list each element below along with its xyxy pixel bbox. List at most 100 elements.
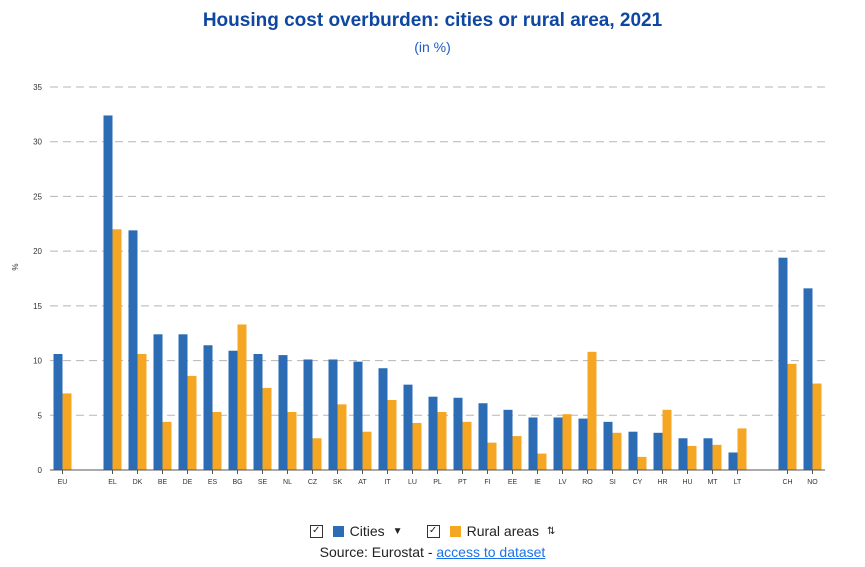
x-tick-label: HU xyxy=(682,479,692,486)
bar-cities xyxy=(778,257,788,470)
bar-cities xyxy=(378,368,388,470)
bar-cities xyxy=(528,417,538,470)
y-axis-label: % xyxy=(11,263,20,270)
bar-cities xyxy=(453,397,463,470)
bar-cities xyxy=(203,345,213,470)
x-tick-label: SK xyxy=(333,479,343,486)
y-tick-label: 30 xyxy=(33,138,42,147)
bar-rural-areas xyxy=(512,436,522,470)
bar-rural-areas xyxy=(587,351,597,470)
x-tick-label: FI xyxy=(484,479,490,486)
bar-rural-areas xyxy=(462,421,472,470)
sort-both-icon[interactable]: ⇅ xyxy=(546,525,556,537)
bar-rural-areas xyxy=(312,438,322,470)
bar-rural-areas xyxy=(637,456,647,470)
bar-rural-areas xyxy=(437,412,447,470)
legend-swatch-rural-areas xyxy=(449,525,461,537)
x-tick-label: AT xyxy=(358,479,367,486)
bar-rural-areas xyxy=(612,432,622,470)
bar-cities xyxy=(128,230,138,470)
x-tick-label: LT xyxy=(734,479,742,486)
bar-cities xyxy=(303,359,313,470)
bar-cities xyxy=(403,384,413,470)
bar-cities xyxy=(503,409,513,470)
sort-desc-icon[interactable]: ▼ xyxy=(392,525,403,537)
bar-rural-areas xyxy=(687,445,697,470)
bar-cities xyxy=(53,354,63,470)
bar-cities xyxy=(653,432,663,470)
y-tick-label: 15 xyxy=(33,302,42,311)
bar-cities xyxy=(803,288,813,470)
bar-rural-areas xyxy=(812,383,822,470)
bar-cities xyxy=(578,418,588,470)
bar-cities xyxy=(728,452,738,470)
x-tick-label: RO xyxy=(582,479,593,486)
legend: ✓ Cities ▼ ✓ Rural areas ⇅ xyxy=(0,523,865,539)
bar-cities xyxy=(253,354,263,470)
x-tick-label: DE xyxy=(183,479,193,486)
access-dataset-link[interactable]: access to dataset xyxy=(436,544,546,560)
bar-rural-areas xyxy=(137,354,147,470)
x-tick-label: HR xyxy=(657,479,667,486)
bar-cities xyxy=(628,431,638,470)
x-tick-label: CZ xyxy=(308,479,318,486)
y-tick-label: 10 xyxy=(33,357,42,366)
x-tick-label: MT xyxy=(707,479,718,486)
x-tick-label: PL xyxy=(433,479,442,486)
bar-rural-areas xyxy=(212,412,222,470)
bar-rural-areas xyxy=(287,412,297,470)
bar-rural-areas xyxy=(712,444,722,470)
x-tick-label: ES xyxy=(208,479,218,486)
x-tick-label: SI xyxy=(609,479,616,486)
bar-cities xyxy=(478,403,488,470)
legend-swatch-cities xyxy=(332,525,344,537)
checkbox-checked-icon[interactable]: ✓ xyxy=(309,524,323,538)
bar-cities xyxy=(278,355,288,470)
legend-item-rural-areas[interactable]: ✓ Rural areas ⇅ xyxy=(426,523,556,539)
bar-rural-areas xyxy=(662,409,672,470)
x-tick-label: CY xyxy=(633,479,643,486)
bar-cities xyxy=(703,438,713,470)
x-tick-label: SE xyxy=(258,479,268,486)
bar-cities xyxy=(353,361,363,470)
y-tick-label: 25 xyxy=(33,192,42,201)
x-tick-label: BG xyxy=(232,479,242,486)
bar-rural-areas xyxy=(737,428,747,470)
legend-item-cities[interactable]: ✓ Cities ▼ xyxy=(309,523,403,539)
x-tick-label: LV xyxy=(558,479,566,486)
x-tick-label: IT xyxy=(384,479,391,486)
bar-rural-areas xyxy=(187,375,197,470)
bar-rural-areas xyxy=(62,393,72,470)
x-tick-label: NL xyxy=(283,479,292,486)
bar-rural-areas xyxy=(262,387,272,470)
bar-cities xyxy=(328,359,338,470)
legend-label-cities: Cities xyxy=(349,523,385,539)
bar-chart: 0 5 10 15 20 25 30 35% EU EL DK BE DE ES BG SE NL CZ SK AT I… xyxy=(11,83,825,486)
x-tick-label: LU xyxy=(408,479,417,486)
bar-rural-areas xyxy=(112,229,122,470)
bar-rural-areas xyxy=(237,324,247,470)
x-tick-label: DK xyxy=(133,479,143,486)
x-tick-label: NO xyxy=(807,479,818,486)
bar-rural-areas xyxy=(537,453,547,470)
bar-cities xyxy=(603,421,613,470)
x-tick-label: EE xyxy=(508,479,518,486)
source-prefix: Source: Eurostat - xyxy=(319,544,437,560)
bar-rural-areas xyxy=(362,431,372,470)
bar-cities xyxy=(228,350,238,470)
legend-label-rural-areas: Rural areas xyxy=(466,523,539,539)
bar-rural-areas xyxy=(162,421,172,470)
bar-rural-areas xyxy=(387,399,397,470)
x-tick-label: EU xyxy=(58,479,68,486)
bar-cities xyxy=(153,334,163,470)
bar-cities xyxy=(428,396,438,470)
x-tick-label: EL xyxy=(108,479,117,486)
bar-rural-areas xyxy=(487,442,497,470)
bar-cities xyxy=(678,438,688,470)
source-note: Source: Eurostat - access to dataset xyxy=(0,544,865,560)
bar-rural-areas xyxy=(562,414,572,470)
checkbox-checked-icon[interactable]: ✓ xyxy=(426,524,440,538)
x-tick-label: BE xyxy=(158,479,168,486)
x-tick-label: CH xyxy=(782,479,792,486)
y-tick-label: 0 xyxy=(38,466,43,475)
